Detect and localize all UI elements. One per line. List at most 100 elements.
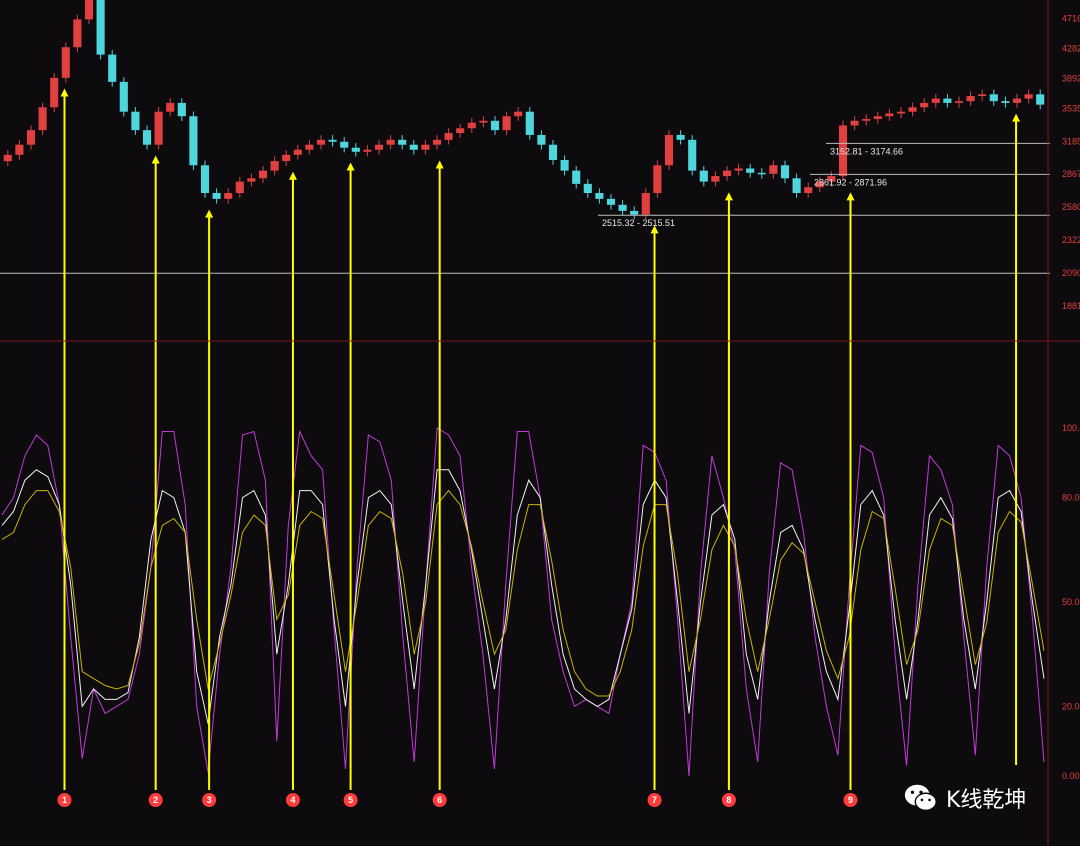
candle-body xyxy=(850,120,859,126)
support-label: 2861.92 - 2871.96 xyxy=(814,177,887,187)
candle-body xyxy=(664,134,674,166)
candle-body xyxy=(386,139,395,145)
watermark-text: K线乾坤 xyxy=(946,788,1027,813)
candle-body xyxy=(38,107,47,131)
candle-body xyxy=(131,111,140,131)
candle-body xyxy=(305,144,314,150)
marker-circle xyxy=(843,793,858,807)
candle-body xyxy=(815,181,824,188)
support-label: 3152.81 - 3174.66 xyxy=(830,146,903,156)
arrow-head xyxy=(1012,113,1021,122)
candle-body xyxy=(456,128,465,134)
candle-body xyxy=(699,170,708,182)
marker-label: 3 xyxy=(207,795,212,805)
candle-body xyxy=(746,168,755,173)
price-tick-label: 2090 xyxy=(1062,268,1080,278)
candle-body xyxy=(525,111,534,135)
price-tick-label: 3185 xyxy=(1062,136,1080,146)
candle-body xyxy=(931,98,940,103)
candle-body xyxy=(862,118,871,121)
candle-body xyxy=(96,0,105,55)
marker-label: 9 xyxy=(848,795,853,805)
candle-body xyxy=(1036,94,1045,105)
oscillator-panel xyxy=(1,427,1045,777)
candle-body xyxy=(26,130,36,145)
candle-body xyxy=(189,116,198,166)
osc-tick-label: 50.00 xyxy=(1062,597,1080,607)
candle-body xyxy=(780,165,790,179)
candle-body xyxy=(920,102,929,108)
candle-body xyxy=(618,204,627,211)
candle-body xyxy=(340,141,349,148)
arrow-head xyxy=(288,171,297,180)
candle-body xyxy=(108,54,117,82)
candle-body xyxy=(282,154,291,162)
candle-body xyxy=(154,111,163,145)
candle-body xyxy=(1024,94,1033,99)
candle-body xyxy=(421,144,430,150)
candle-body xyxy=(479,120,488,123)
candle-body xyxy=(769,165,778,174)
price-tick-label: 2580 xyxy=(1062,202,1080,212)
candle-body xyxy=(606,198,616,205)
oscillator-series-slow xyxy=(1,489,1045,697)
candle-body xyxy=(398,139,407,145)
candle-body xyxy=(328,139,337,142)
candle-body xyxy=(119,81,128,112)
marker-label: 4 xyxy=(290,795,295,805)
candle-body xyxy=(61,47,70,78)
watermark: K线乾坤 xyxy=(902,779,1026,817)
candle-body xyxy=(363,149,372,152)
osc-tick-label: 0.00 xyxy=(1062,771,1080,781)
oscillator-series-mid xyxy=(1,469,1045,724)
marker-circle xyxy=(285,793,300,807)
marker-label: 8 xyxy=(726,795,731,805)
arrow-head xyxy=(346,162,355,171)
oscillator-series-fast xyxy=(1,427,1045,777)
candle-body xyxy=(873,116,882,119)
price-tick-label: 4716 xyxy=(1062,13,1080,23)
candle-body xyxy=(212,193,221,199)
candle-body xyxy=(641,193,650,215)
arrow-head xyxy=(724,192,733,201)
candle-body xyxy=(838,125,848,177)
osc-tick-label: 20.00 xyxy=(1062,701,1080,711)
candle-body xyxy=(1012,98,1022,103)
candle-body xyxy=(896,111,906,114)
candle-body xyxy=(978,94,987,97)
candle-body xyxy=(548,144,558,160)
candle-body xyxy=(409,144,418,150)
price-panel: 3152.81 - 3174.66 2861.92 - 2871.96 2515.3… xyxy=(0,0,1050,274)
osc-tick-label: 100.00 xyxy=(1062,423,1080,433)
marker-circle xyxy=(647,793,662,807)
marker-label: 5 xyxy=(348,795,353,805)
marker-label: 2 xyxy=(153,795,158,805)
arrow-head xyxy=(650,225,659,234)
wechat-icon xyxy=(904,784,937,812)
candle-body xyxy=(444,133,453,140)
candle-body xyxy=(166,102,175,112)
candle-body xyxy=(467,122,476,129)
osc-tick-label: 80.00 xyxy=(1062,493,1080,503)
candle-body xyxy=(432,139,442,145)
arrow-layer: 1 2 3 4 5 6 7 8 9 xyxy=(57,88,1021,807)
price-tick-label: 1881 xyxy=(1062,301,1080,311)
candle-body xyxy=(804,187,813,194)
arrow-head xyxy=(60,88,69,97)
candle-body xyxy=(490,120,500,131)
candle-body xyxy=(84,0,94,20)
price-tick-label: 3892 xyxy=(1062,73,1080,83)
candle-body xyxy=(142,130,152,145)
candle-body xyxy=(50,77,59,108)
candle-body xyxy=(73,19,82,48)
candle-body xyxy=(954,101,964,103)
candle-body xyxy=(224,193,233,199)
candle-body xyxy=(966,96,975,102)
candle-body xyxy=(757,172,766,175)
candle-body xyxy=(630,210,639,215)
candle-body xyxy=(3,154,12,162)
candle-body xyxy=(235,181,244,194)
candle-body xyxy=(1001,101,1010,103)
price-tick-label: 2867 xyxy=(1062,169,1080,179)
